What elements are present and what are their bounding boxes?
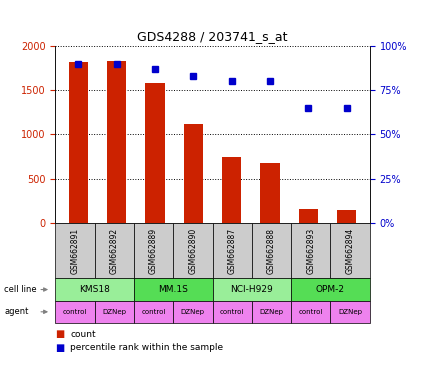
Bar — [261, 163, 280, 223]
Text: GSM662891: GSM662891 — [71, 227, 79, 274]
Text: DZNep: DZNep — [260, 309, 283, 315]
Text: GSM662894: GSM662894 — [346, 227, 354, 274]
Text: DZNep: DZNep — [181, 309, 205, 315]
Title: GDS4288 / 203741_s_at: GDS4288 / 203741_s_at — [137, 30, 288, 43]
Text: control: control — [299, 309, 323, 315]
Text: GSM662893: GSM662893 — [306, 227, 315, 274]
Text: GSM662889: GSM662889 — [149, 227, 158, 274]
Text: GSM662890: GSM662890 — [188, 227, 197, 274]
Text: cell line: cell line — [4, 285, 37, 294]
Text: control: control — [142, 309, 166, 315]
Text: MM.1S: MM.1S — [158, 285, 188, 294]
Text: NCI-H929: NCI-H929 — [230, 285, 273, 294]
Bar — [299, 209, 318, 223]
Text: OPM-2: OPM-2 — [316, 285, 345, 294]
Text: GSM662892: GSM662892 — [110, 227, 119, 274]
Bar — [222, 157, 241, 223]
Bar — [337, 210, 356, 223]
Bar — [69, 62, 88, 223]
Text: GSM662887: GSM662887 — [228, 227, 237, 274]
Text: ■: ■ — [55, 329, 65, 339]
Text: GSM662888: GSM662888 — [267, 228, 276, 273]
Bar — [145, 83, 164, 223]
Text: DZNep: DZNep — [102, 309, 126, 315]
Text: ■: ■ — [55, 343, 65, 353]
Text: percentile rank within the sample: percentile rank within the sample — [70, 343, 223, 353]
Text: KMS18: KMS18 — [79, 285, 110, 294]
Text: count: count — [70, 330, 96, 339]
Text: agent: agent — [4, 307, 28, 316]
Text: DZNep: DZNep — [338, 309, 362, 315]
Bar — [107, 61, 126, 223]
Bar — [184, 124, 203, 223]
Text: control: control — [220, 309, 244, 315]
Text: control: control — [63, 309, 87, 315]
